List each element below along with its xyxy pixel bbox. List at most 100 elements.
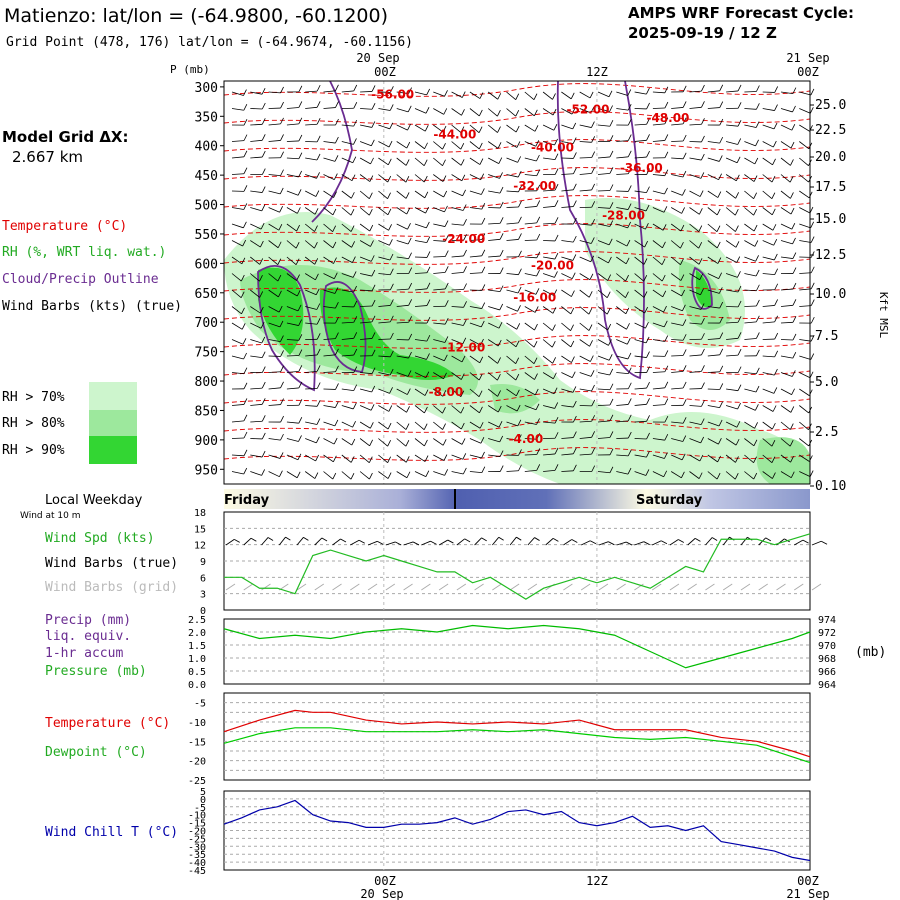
grid-wind-barb	[705, 583, 715, 591]
wind-barb-staff	[268, 404, 281, 406]
surface-wind-barb	[651, 540, 668, 546]
wind-barb-staff	[597, 124, 610, 127]
wind-barb-flag	[791, 388, 795, 395]
wind-barb-flag	[279, 320, 284, 328]
wind-speed-line	[224, 533, 811, 600]
wind-barb-staff	[360, 124, 372, 128]
wind-barb-flag	[517, 305, 521, 312]
wind-barb-flag	[518, 233, 522, 240]
wind-barb-staff	[561, 405, 574, 408]
wind-barb-flag	[388, 405, 393, 412]
wind-barb	[597, 150, 614, 159]
wind-barb-flag	[643, 258, 648, 265]
wind-barb-flag	[772, 405, 777, 412]
wind-barb-flag	[571, 539, 578, 543]
wind-barb-staff	[780, 471, 792, 479]
wind-barb	[652, 381, 669, 390]
wind-barb	[286, 471, 301, 479]
wind-barb	[506, 200, 522, 208]
wind-barb	[579, 219, 595, 226]
wind-barb-staff	[634, 387, 647, 390]
wind-barb-staff	[469, 322, 482, 328]
wind-barb-flag	[736, 156, 741, 163]
wind-barb-staff	[725, 273, 738, 278]
wind-barb-flag	[661, 274, 666, 282]
wind-barb-staff	[469, 239, 482, 241]
wind-barb-flag	[701, 118, 705, 125]
wind-barb-staff	[524, 222, 537, 225]
wind-barb-flag	[516, 323, 521, 330]
wind-barb	[433, 250, 449, 258]
wind-barb-flag	[442, 423, 446, 430]
wind-barb-flag	[810, 266, 815, 273]
wind-barb	[652, 350, 669, 357]
wind-barb-flag	[682, 152, 687, 159]
wind-barb-flag	[481, 451, 485, 459]
wind-barb-staff	[597, 339, 609, 346]
wind-barb-flag	[772, 472, 776, 479]
surface-wind-barb	[563, 539, 578, 546]
wind-barb-flag	[497, 405, 502, 413]
wind-barb-flag	[554, 464, 559, 471]
wind-barb-flag	[589, 273, 594, 280]
wind-barb-flag	[241, 307, 245, 314]
wind-barb-staff	[231, 256, 243, 265]
model-grid-value: 2.667 km	[12, 148, 83, 166]
pressure-tick-label: 800	[195, 375, 218, 390]
wind-barb	[616, 273, 629, 282]
wind-barb	[524, 108, 538, 117]
wind-barb	[414, 371, 430, 379]
wind-barb-staff	[378, 207, 389, 216]
wind-barb-flag	[753, 208, 757, 216]
wind-barb	[780, 190, 794, 199]
wind-barb-staff	[616, 207, 629, 210]
temperature-contour-label: -36.00	[620, 161, 663, 175]
wind-barb-flag	[387, 208, 392, 215]
wind-barb-staff	[451, 339, 463, 345]
wind-barb-staff	[469, 190, 482, 195]
wind-barb	[359, 421, 374, 429]
wind-barb-flag	[478, 126, 483, 133]
wind-barb-staff	[286, 123, 299, 126]
wind-barb	[433, 318, 449, 325]
wind-barb-staff	[360, 338, 373, 340]
wind-barb	[359, 223, 374, 232]
wind-barb-flag	[460, 126, 465, 133]
wind-barb	[268, 169, 284, 177]
wind-barb	[378, 283, 394, 291]
wind-barb-flag	[353, 366, 358, 373]
wind-barb-flag	[395, 541, 402, 546]
wind-barb-staff	[671, 207, 682, 214]
wind-barb	[616, 289, 629, 299]
wind-barb-staff	[378, 321, 391, 324]
wind-barb-flag	[405, 423, 410, 430]
wind-barb	[597, 90, 613, 98]
wind-barb	[524, 433, 541, 440]
wind-barb	[524, 448, 541, 456]
wind-barb-staff	[469, 91, 481, 99]
wind-barb-flag	[243, 467, 248, 475]
wind-barb	[542, 306, 557, 314]
wind-barb-staff	[378, 273, 391, 276]
label-wind-spd: Wind Spd (kts)	[45, 531, 155, 546]
wind-barb	[487, 108, 501, 117]
wind-barb-staff	[456, 538, 465, 546]
wind-barb	[286, 319, 302, 326]
grid-point-label: Grid Point (478, 176) lat/lon = (-64.967…	[6, 35, 413, 50]
wind-barb-flag	[332, 241, 337, 249]
wind-barb-staff	[524, 141, 536, 147]
wind-barb	[433, 354, 448, 362]
wind-barb-flag	[554, 402, 559, 409]
wind-barb	[744, 269, 760, 277]
wind-barb-flag	[497, 390, 501, 397]
wind-barb-staff	[762, 124, 775, 130]
wind-barb	[744, 240, 759, 247]
surface-wind-barb	[243, 537, 257, 546]
wind-barb-staff	[304, 223, 315, 232]
wind-barb-flag	[572, 235, 577, 243]
wind-barb-flag	[644, 240, 648, 248]
wind-barb-flag	[335, 136, 339, 144]
wind-barb-staff	[286, 322, 299, 326]
wind-barb-staff	[268, 174, 281, 177]
temperature-contour-label: -4.00	[509, 432, 544, 446]
